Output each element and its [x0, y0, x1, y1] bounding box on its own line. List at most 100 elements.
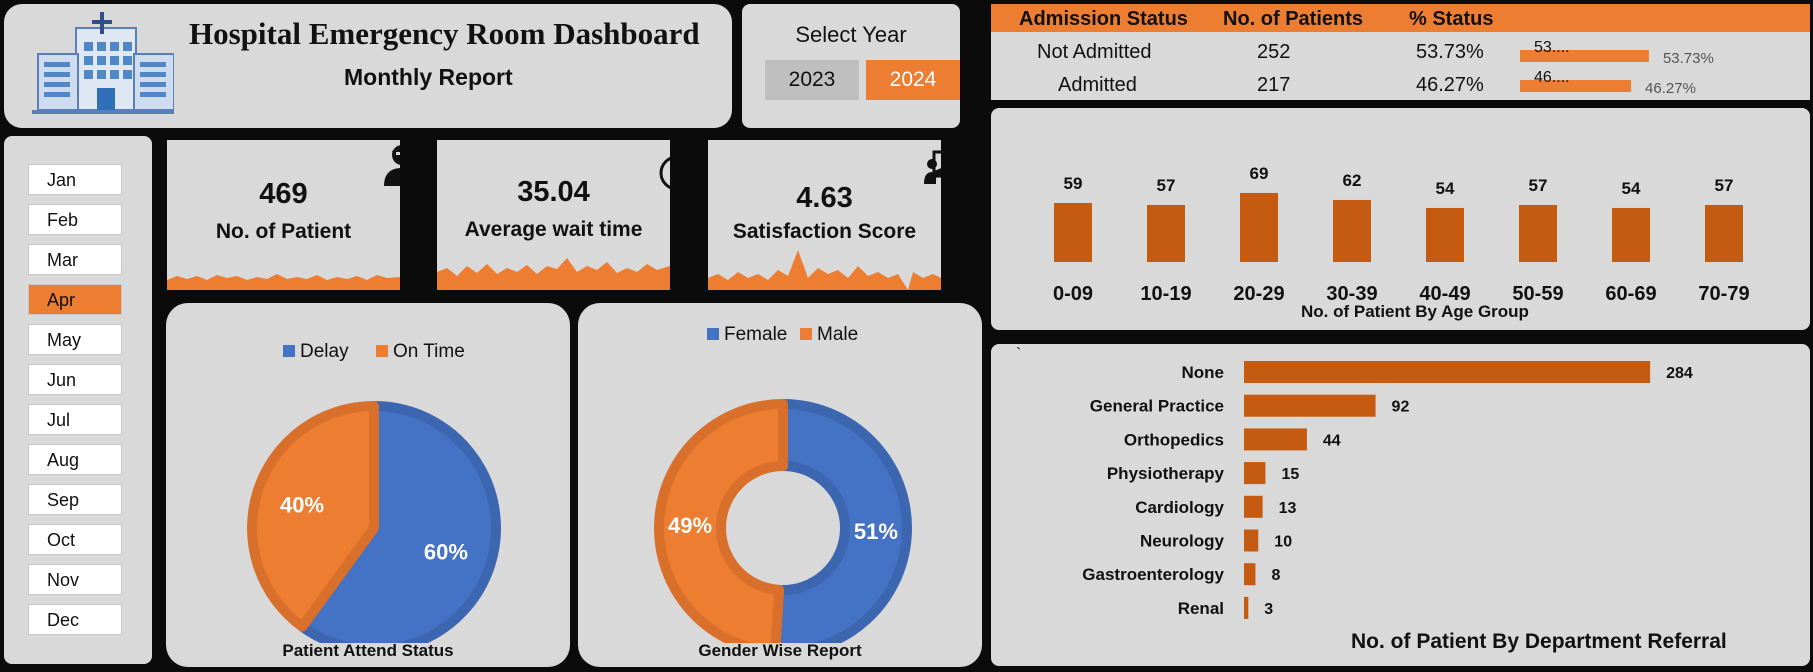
admission-bars: 53.... 53.73% 46.... 46.27%: [1520, 39, 1714, 97]
dept-bar-value: 15: [1281, 466, 1299, 483]
attend-status-title: Patient Attend Status: [282, 641, 454, 660]
row-pct: 46.27%: [1416, 74, 1484, 96]
age-tick-label: 60-69: [1605, 283, 1656, 305]
row-count: 217: [1257, 74, 1291, 96]
month-button-apr[interactable]: Apr: [28, 284, 122, 315]
age-tick-label: 10-19: [1140, 283, 1191, 305]
kpi-patients-sparkline: [167, 274, 400, 290]
month-button-sep[interactable]: Sep: [28, 484, 122, 515]
row-count: 252: [1257, 41, 1291, 63]
legend-on-time: On Time: [376, 341, 465, 363]
pie-slice-label: 51%: [854, 519, 898, 544]
pie-slice-label: 40%: [280, 493, 324, 518]
gender-panel: Female Male 51% 49% Gender Wise Report: [578, 303, 982, 667]
year-button-2024[interactable]: 2024: [866, 60, 960, 100]
kpi-satisfaction-card: 4.63 Satisfaction Score: [708, 140, 941, 290]
header-pct-status: % Status: [1409, 8, 1494, 30]
age-bar-value: 62: [1343, 171, 1362, 190]
kpi-patients-card: 469 No. of Patient: [167, 140, 400, 290]
header-no-of-patients: No. of Patients: [1223, 8, 1364, 30]
age-tick-label: 70-79: [1698, 283, 1749, 305]
dept-category-label: Cardiology: [1135, 498, 1224, 517]
age-tick-label: 0-09: [1053, 283, 1093, 305]
admission-bar: [1520, 80, 1632, 92]
pie-slice-label: 49%: [668, 513, 712, 538]
age-bar: [1147, 204, 1185, 262]
gender-title: Gender Wise Report: [698, 641, 862, 660]
age-tick-label: 20-29: [1233, 283, 1284, 305]
kpi-wait-sparkline: [437, 258, 670, 290]
admission-bar-value: 46.27%: [1645, 80, 1696, 97]
department-referral-chart: None 284 General Practice 92 Orthopedics 44 Ph…: [1082, 361, 1693, 619]
month-button-mar[interactable]: Mar: [28, 244, 122, 275]
kpi-wait-card: 35.04 Average wait time: [437, 140, 670, 290]
month-button-feb[interactable]: Feb: [28, 204, 122, 235]
pie-slice-label: 60%: [424, 539, 468, 564]
age-bar: [1426, 207, 1464, 262]
age-bar-value: 57: [1157, 176, 1176, 195]
month-button-dec[interactable]: Dec: [28, 604, 122, 635]
dept-bar: [1244, 361, 1651, 383]
age-bar: [1054, 202, 1092, 262]
month-slicer: Jan Feb Mar Apr May Jun Jul Aug Sep Oct Nov Dec: [4, 136, 152, 664]
age-bar-value: 57: [1529, 176, 1548, 195]
admission-bar: [1520, 50, 1649, 62]
legend-female: Female: [707, 324, 787, 346]
age-tick-label: 50-59: [1512, 283, 1563, 305]
attend-status-panel: Delay On Time 60% 40% Patient Attend Stat…: [166, 303, 570, 667]
month-button-jan[interactable]: Jan: [28, 164, 122, 195]
dept-bar-value: 284: [1666, 365, 1693, 382]
year-button-2023[interactable]: 2023: [765, 60, 859, 100]
age-tick-label: 30-39: [1326, 283, 1377, 305]
presentation-icon: [924, 150, 941, 184]
age-bar-value: 54: [1436, 179, 1455, 198]
dept-bar-value: 3: [1264, 601, 1273, 618]
row-pct: 53.73%: [1416, 41, 1484, 63]
admission-table-header: Admission Status No. of Patients % Statu…: [991, 4, 1810, 32]
dept-bar: [1244, 428, 1307, 451]
dept-bar-value: 10: [1274, 534, 1292, 551]
admission-bar-label: 46....: [1534, 69, 1570, 86]
dept-bar-value: 92: [1392, 399, 1410, 416]
admission-table: Admission Status No. of Patients % Statu…: [991, 4, 1810, 100]
header-panel: Hospital Emergency Room Dashboard Monthl…: [4, 4, 732, 128]
kpi-satisfaction-label: Satisfaction Score: [732, 220, 917, 243]
attend-status-pie: 60% 40%: [247, 401, 501, 643]
year-selector: Select Year 2023 2024: [742, 4, 960, 128]
gender-donut: 51% 49%: [654, 399, 913, 643]
month-button-jun[interactable]: Jun: [28, 364, 122, 395]
dept-category-label: Gastroenterology: [1082, 565, 1224, 584]
chart-annotation: `: [1016, 346, 1022, 363]
dept-bar: [1244, 495, 1263, 518]
kpi-patients-label: No. of Patient: [215, 220, 352, 243]
dept-bar: [1244, 462, 1266, 485]
pie-slice-on-time: [247, 401, 379, 632]
age-bar: [1519, 204, 1557, 262]
month-button-may[interactable]: May: [28, 324, 122, 355]
dept-bar-value: 13: [1279, 500, 1297, 517]
age-group-chart: 59 0-09 57 10-19 69 20-29 62 30-39 54 40-49 57 50-5…: [1053, 164, 1750, 305]
row-status: Admitted: [1058, 74, 1137, 96]
age-tick-label: 40-49: [1419, 283, 1470, 305]
legend-male: Male: [800, 324, 858, 346]
dept-bar: [1244, 596, 1249, 619]
month-button-nov[interactable]: Nov: [28, 564, 122, 595]
dept-category-label: Neurology: [1140, 532, 1225, 551]
header-admission-status: Admission Status: [1019, 8, 1188, 30]
age-group-panel: 59 0-09 57 10-19 69 20-29 62 30-39 54 40-49 57 50-5…: [991, 108, 1810, 330]
dept-category-label: General Practice: [1090, 397, 1224, 416]
kpi-satisfaction-value: 4.63: [796, 182, 853, 214]
dept-bar: [1244, 529, 1259, 552]
age-bar-value: 69: [1250, 164, 1269, 183]
pie-slice-delay: [297, 401, 501, 643]
dept-category-label: Orthopedics: [1124, 430, 1224, 449]
year-selector-label: Select Year: [795, 22, 907, 47]
stopwatch-icon: [659, 156, 670, 190]
age-bar-value: 59: [1064, 174, 1083, 193]
page-title: Hospital Emergency Room Dashboard: [189, 16, 700, 51]
month-button-oct[interactable]: Oct: [28, 524, 122, 555]
month-button-jul[interactable]: Jul: [28, 404, 122, 435]
kpi-wait-value: 35.04: [517, 176, 590, 208]
department-referral-panel: ` None 284 General Practice 92 Orthopedics 44…: [991, 344, 1810, 666]
month-button-aug[interactable]: Aug: [28, 444, 122, 475]
